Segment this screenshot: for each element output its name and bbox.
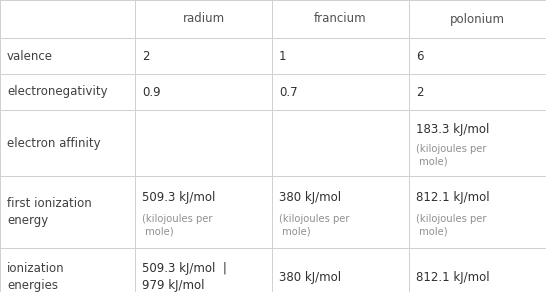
Text: (kilojoules per
 mole): (kilojoules per mole)	[416, 144, 486, 166]
Text: 812.1 kJ/mol: 812.1 kJ/mol	[416, 191, 490, 204]
Text: 0.9: 0.9	[142, 86, 161, 98]
Text: 380 kJ/mol: 380 kJ/mol	[279, 270, 341, 284]
Text: radium: radium	[182, 13, 224, 25]
Text: valence: valence	[7, 50, 53, 62]
Text: 0.7: 0.7	[279, 86, 298, 98]
Text: ionization
energies: ionization energies	[7, 262, 64, 292]
Text: (kilojoules per
 mole): (kilojoules per mole)	[279, 214, 349, 236]
Text: francium: francium	[314, 13, 367, 25]
Text: 2: 2	[142, 50, 150, 62]
Text: 2: 2	[416, 86, 424, 98]
Text: 183.3 kJ/mol: 183.3 kJ/mol	[416, 123, 489, 136]
Text: 6: 6	[416, 50, 424, 62]
Text: 509.3 kJ/mol  |
979 kJ/mol: 509.3 kJ/mol | 979 kJ/mol	[142, 262, 227, 292]
Text: electronegativity: electronegativity	[7, 86, 108, 98]
Text: electron affinity: electron affinity	[7, 136, 100, 150]
Text: polonium: polonium	[450, 13, 505, 25]
Text: 380 kJ/mol: 380 kJ/mol	[279, 191, 341, 204]
Text: (kilojoules per
 mole): (kilojoules per mole)	[142, 214, 212, 236]
Text: first ionization
energy: first ionization energy	[7, 197, 92, 227]
Text: 812.1 kJ/mol: 812.1 kJ/mol	[416, 270, 490, 284]
Text: 1: 1	[279, 50, 287, 62]
Text: (kilojoules per
 mole): (kilojoules per mole)	[416, 214, 486, 236]
Text: 509.3 kJ/mol: 509.3 kJ/mol	[142, 191, 215, 204]
